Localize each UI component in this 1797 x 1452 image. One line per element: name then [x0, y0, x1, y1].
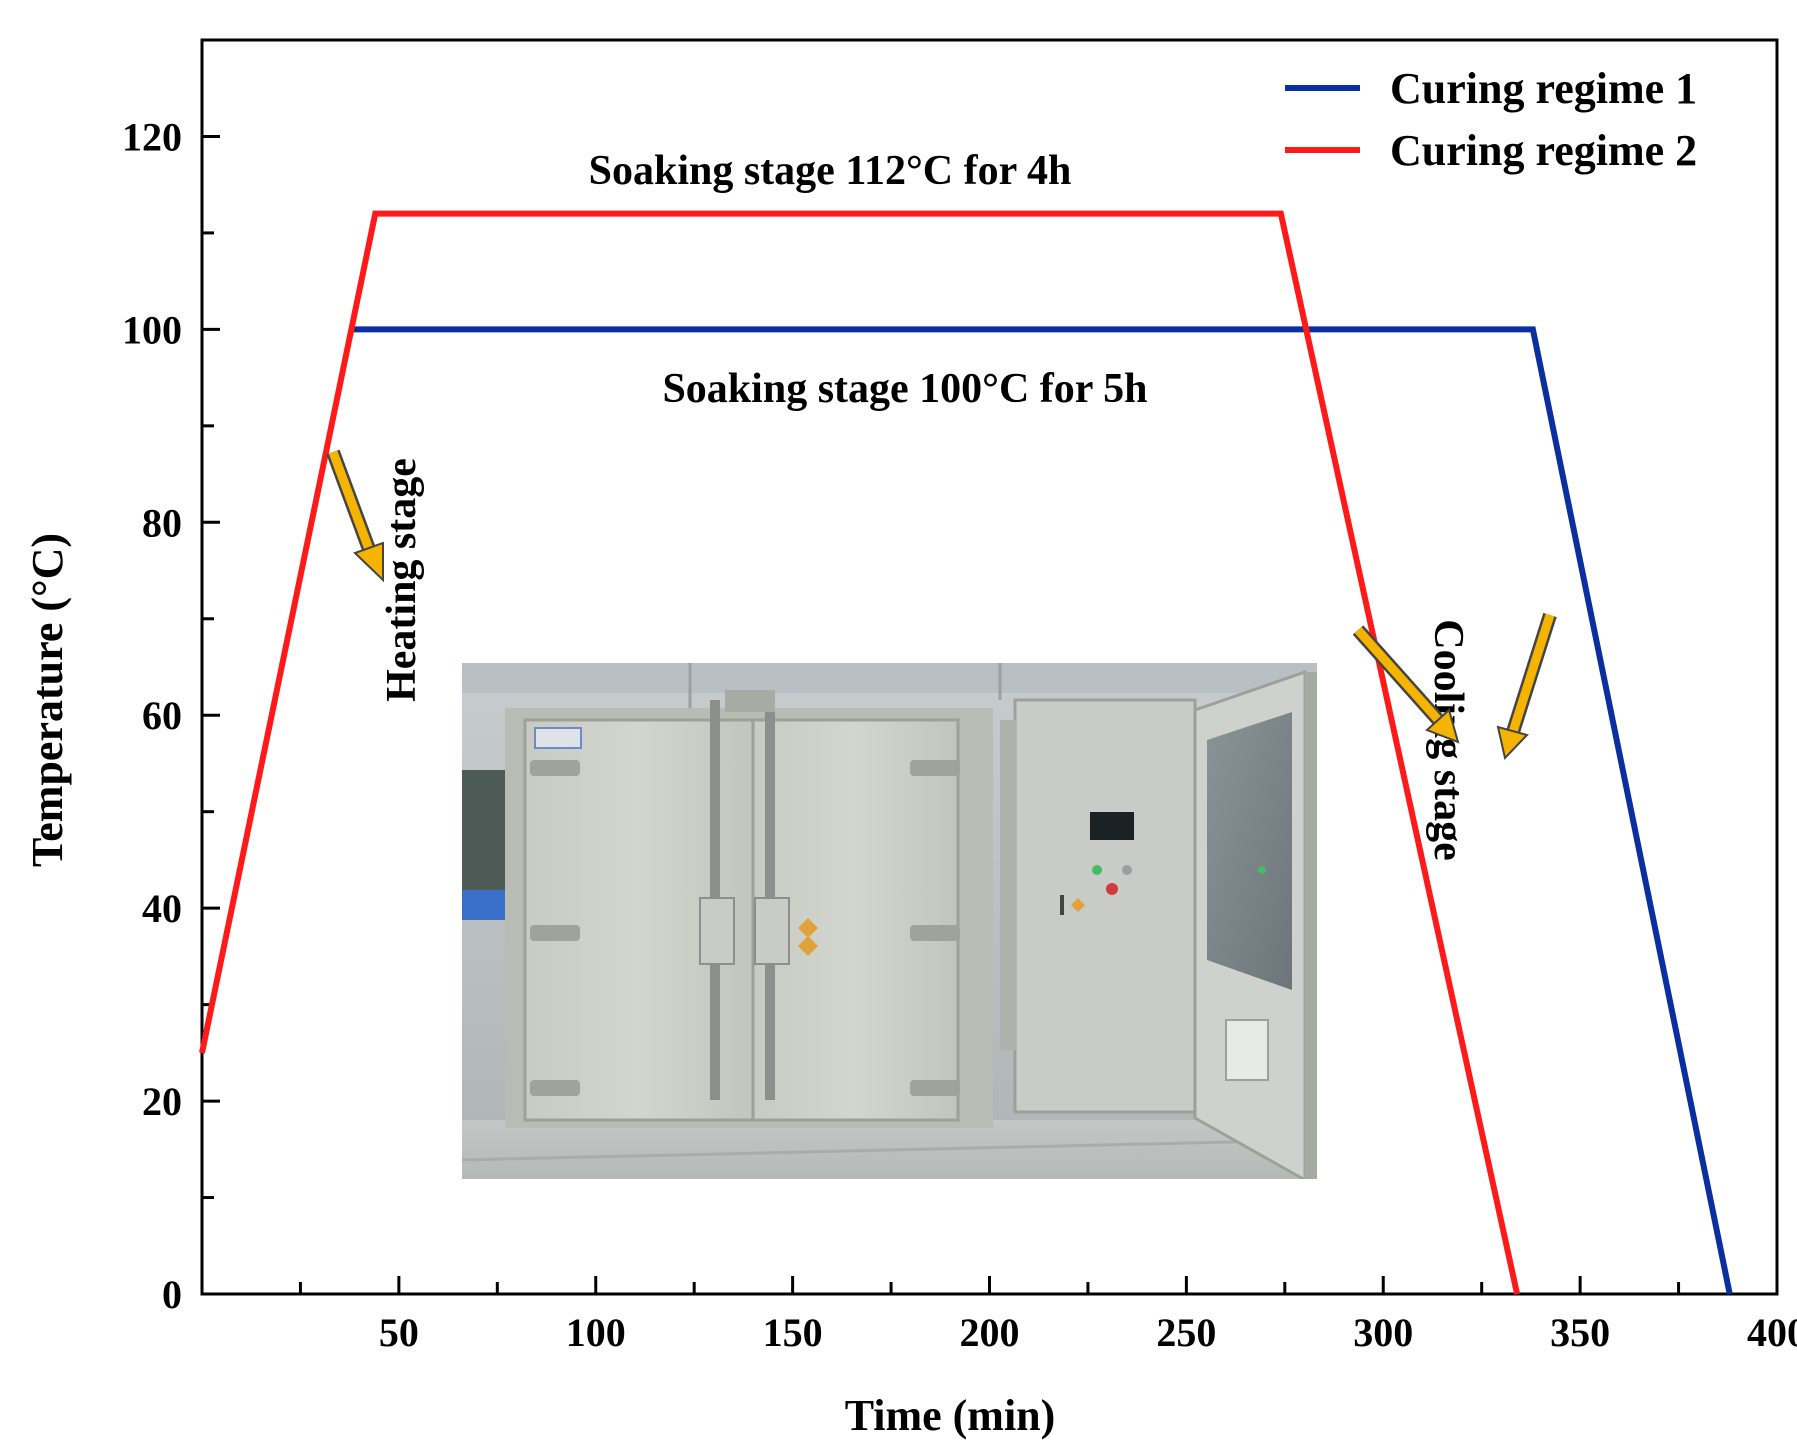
annotation-cooling-stage: Cooling stage [1425, 619, 1471, 861]
legend-label-regime-1: Curing regime 1 [1390, 64, 1697, 113]
x-axis-title: Time (min) [845, 1391, 1056, 1440]
series-layer [199, 210, 1733, 1295]
annotation-soak-regime-1: Soaking stage 100°C for 5h [662, 366, 1147, 412]
y-axis-title: Temperature (°C) [23, 533, 72, 867]
x-tick-label: 100 [566, 1310, 626, 1355]
y-tick-label: 0 [162, 1272, 182, 1317]
axis-ticks [202, 134, 1681, 1294]
x-tick-label: 150 [763, 1310, 823, 1355]
series-line-regime-1 [351, 326, 1733, 1295]
annotation-heating-stage: Heating stage [379, 458, 425, 702]
x-tick-label: 200 [960, 1310, 1020, 1355]
legend: Curing regime 1 Curing regime 2 [1285, 64, 1697, 175]
legend-label-regime-2: Curing regime 2 [1390, 126, 1697, 175]
x-tick-label: 250 [1156, 1310, 1216, 1355]
x-tick-label: 300 [1353, 1310, 1413, 1355]
y-tick-label: 60 [142, 693, 182, 738]
x-tick-label: 400 [1747, 1310, 1797, 1355]
y-tick-label: 120 [122, 114, 182, 159]
y-tick-label: 20 [142, 1079, 182, 1124]
y-tick-label: 40 [142, 886, 182, 931]
y-tick-label: 100 [122, 307, 182, 352]
x-tick-label: 50 [379, 1310, 419, 1355]
stage-arrows [326, 449, 1557, 761]
y-tick-label: 80 [142, 500, 182, 545]
annotation-soak-regime-2: Soaking stage 112°C for 4h [589, 148, 1072, 194]
series-line-regime-2 [199, 210, 1521, 1295]
oven-photo-inset [462, 663, 1317, 1179]
x-tick-label: 350 [1550, 1310, 1610, 1355]
axis-tick-labels: 50 100 150 200 250 300 350 400 0 20 40 60 80 100 120 [122, 114, 1797, 1355]
